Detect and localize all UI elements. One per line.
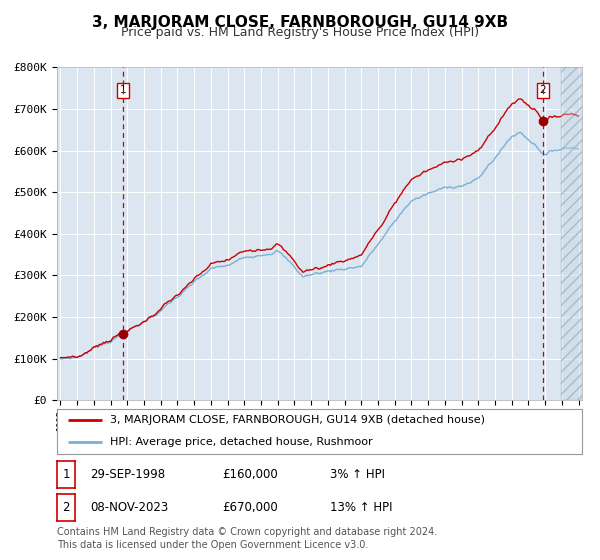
Text: 1: 1 [62,468,70,482]
Text: 08-NOV-2023: 08-NOV-2023 [90,501,168,514]
Bar [560,67,595,400]
Text: Contains HM Land Registry data © Crown copyright and database right 2024.
This d: Contains HM Land Registry data © Crown c… [57,527,437,550]
Text: 3, MARJORAM CLOSE, FARNBOROUGH, GU14 9XB: 3, MARJORAM CLOSE, FARNBOROUGH, GU14 9XB [92,15,508,30]
Text: 13% ↑ HPI: 13% ↑ HPI [330,501,392,514]
Text: 2: 2 [539,85,546,95]
Text: Price paid vs. HM Land Registry's House Price Index (HPI): Price paid vs. HM Land Registry's House … [121,26,479,39]
Text: 1: 1 [120,85,127,95]
Text: 29-SEP-1998: 29-SEP-1998 [90,468,165,482]
Text: 3, MARJORAM CLOSE, FARNBOROUGH, GU14 9XB (detached house): 3, MARJORAM CLOSE, FARNBOROUGH, GU14 9XB… [110,416,485,426]
Text: £160,000: £160,000 [222,468,278,482]
Text: 3% ↑ HPI: 3% ↑ HPI [330,468,385,482]
Text: 2: 2 [62,501,70,514]
Text: £670,000: £670,000 [222,501,278,514]
Bar [560,67,595,400]
Text: HPI: Average price, detached house, Rushmoor: HPI: Average price, detached house, Rush… [110,437,372,447]
